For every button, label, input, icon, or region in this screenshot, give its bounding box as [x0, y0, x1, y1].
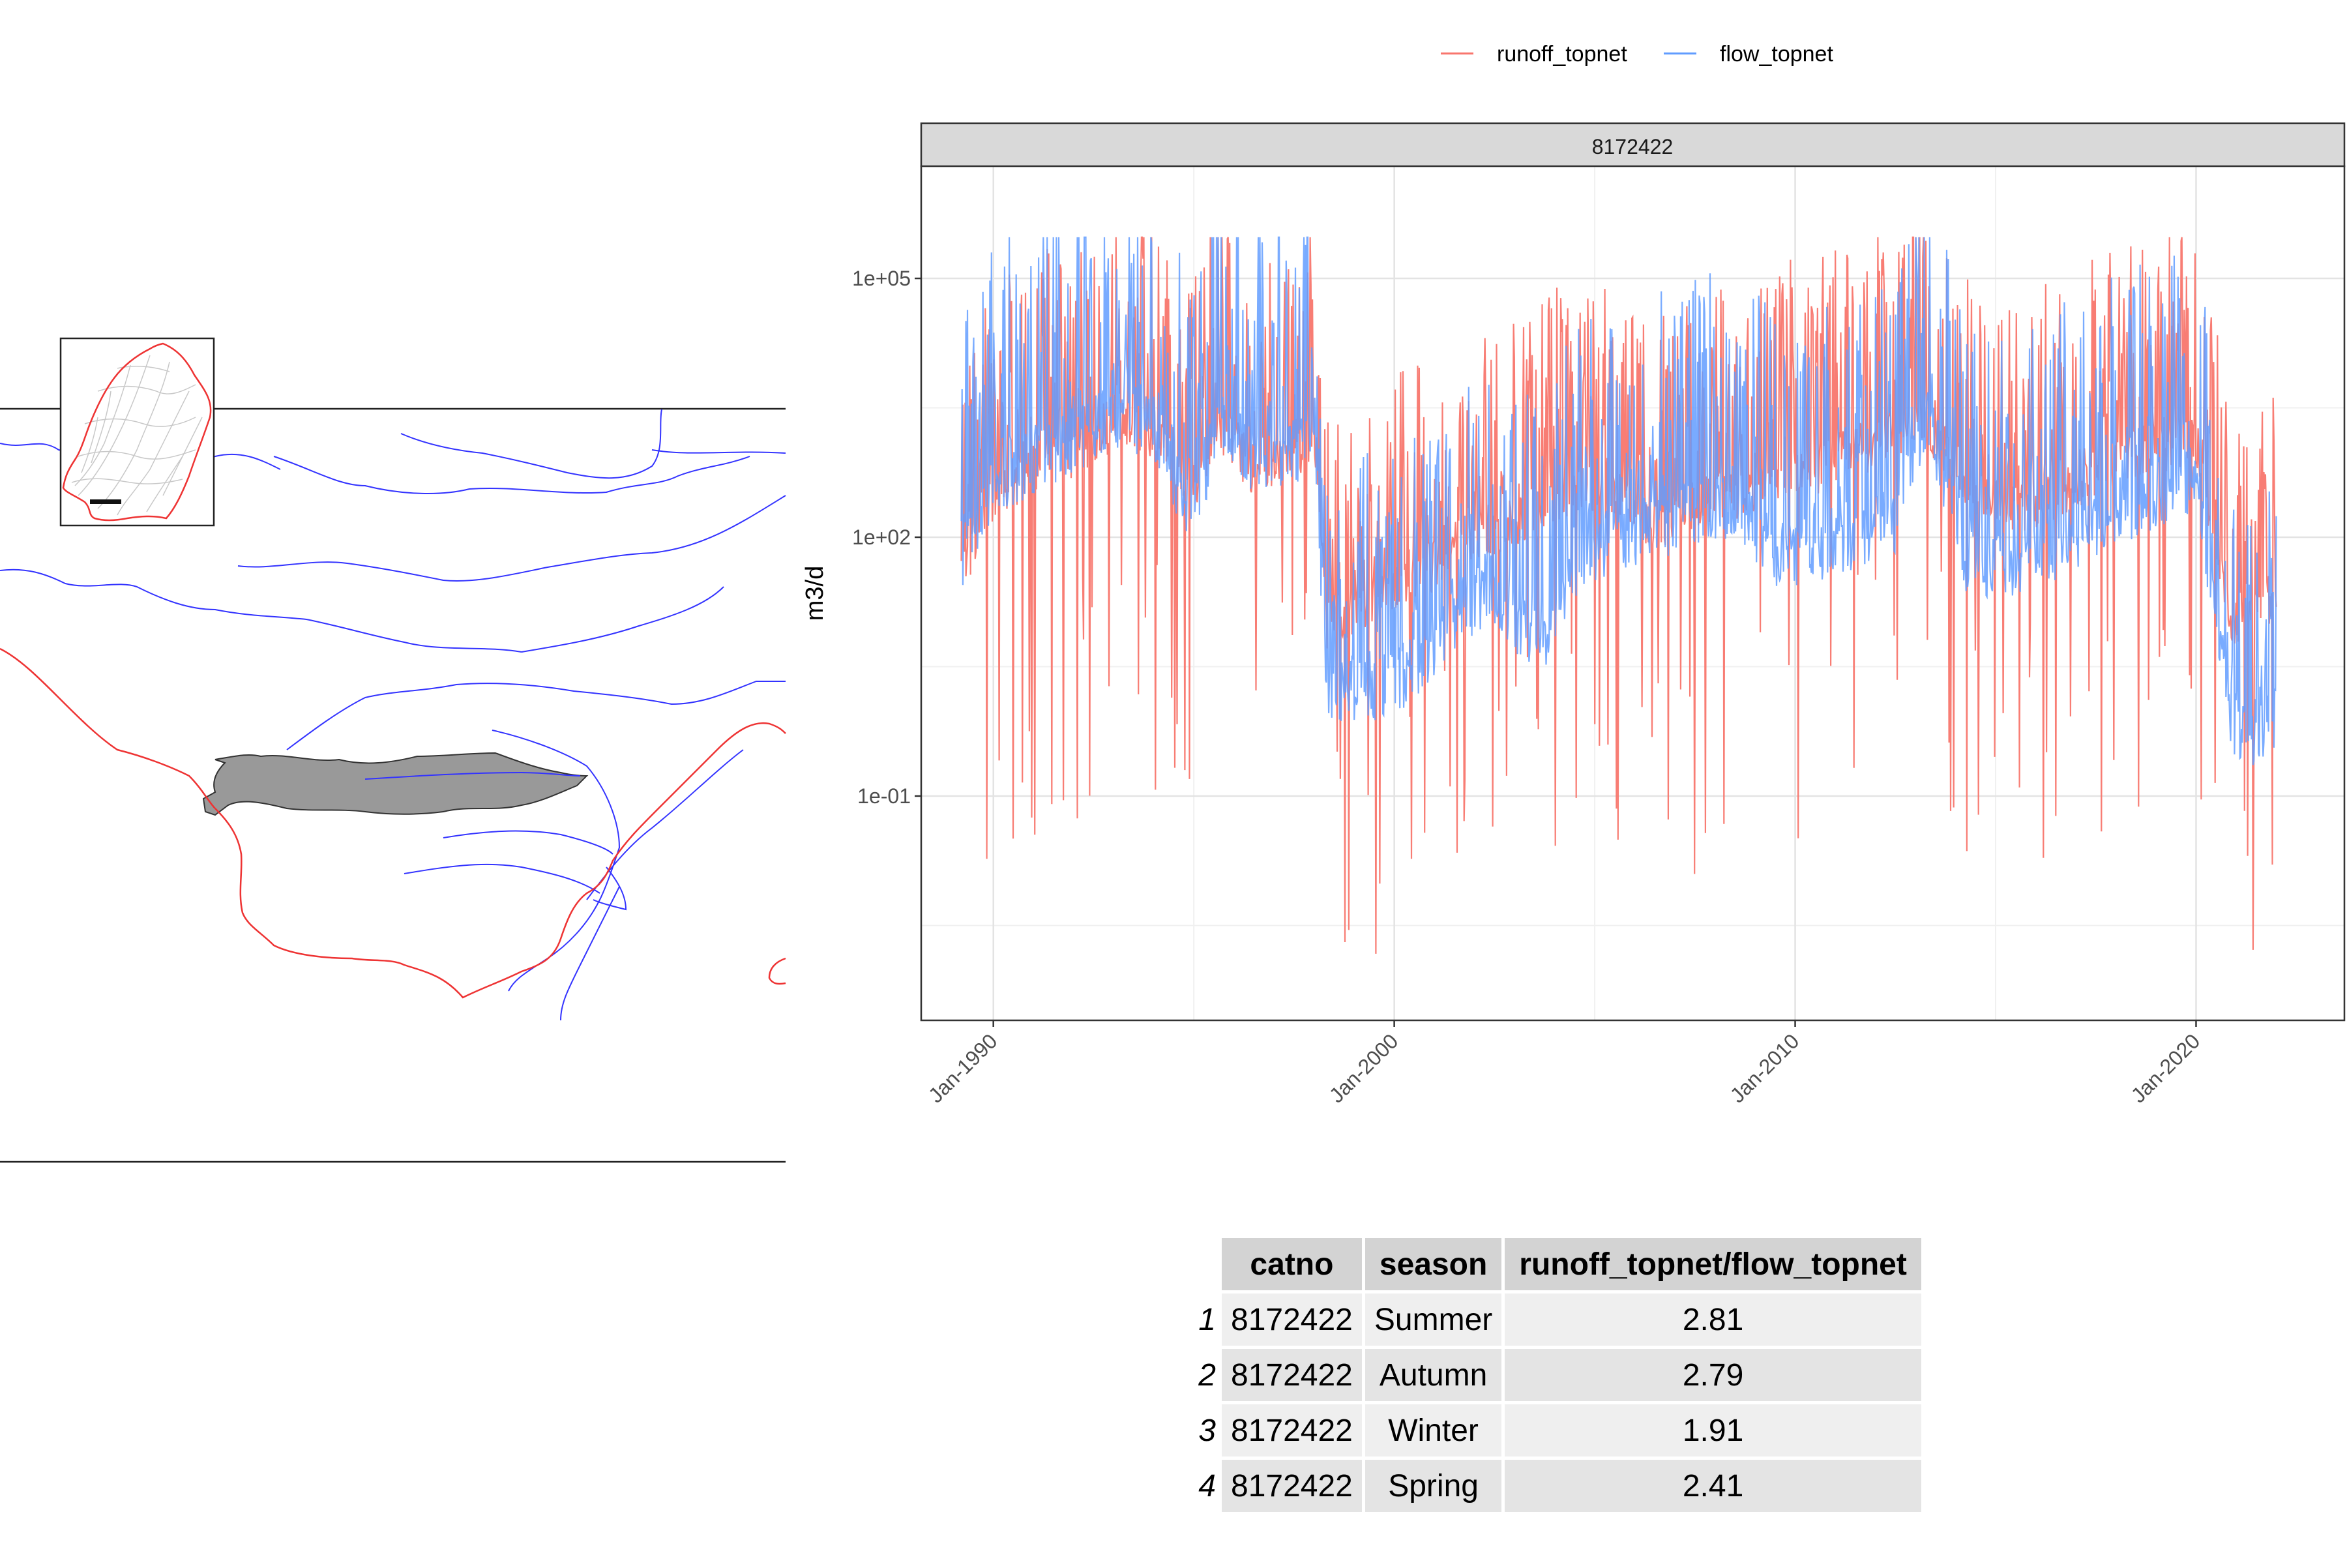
legend-label-runoff_topnet: runoff_topnet	[1497, 42, 1627, 67]
table-row: 1 8172422 Summer 2.81	[1190, 1294, 1921, 1346]
river-line	[237, 495, 786, 582]
river-line	[400, 409, 662, 479]
table-header-row: catno season runoff_topnet/flow_topnet	[1190, 1238, 1921, 1290]
row-index: 3	[1198, 1413, 1216, 1448]
y-tick-label: 1e-01	[857, 784, 911, 808]
timeseries-chart: runoff_topnet flow_topnet 8172422 1e+05 1e…	[801, 42, 2346, 1107]
x-tick-label: Jan-2000	[1325, 1029, 1403, 1107]
river-network	[0, 409, 786, 1021]
boundary-line	[0, 647, 216, 809]
inset-river	[74, 364, 131, 486]
inset-rivers	[71, 355, 203, 516]
catchment-map	[0, 337, 786, 1163]
inset-river	[97, 384, 196, 394]
river-line	[273, 456, 470, 494]
inset-region-outline	[62, 342, 212, 522]
river-line	[492, 730, 621, 900]
legend-label-flow_topnet: flow_topnet	[1720, 42, 1833, 67]
river-line	[651, 449, 786, 454]
cell-ratio: 1.91	[1505, 1404, 1921, 1457]
river-line	[0, 569, 522, 653]
cell-ratio: 2.79	[1505, 1349, 1921, 1401]
cell-ratio: 2.81	[1505, 1294, 1921, 1346]
inset-river	[81, 417, 98, 473]
inset-extent-marker	[90, 499, 121, 504]
table-row: 3 8172422 Winter 1.91	[1190, 1404, 1921, 1457]
row-index-header	[1190, 1238, 1218, 1290]
inset-river	[117, 391, 190, 516]
inset-river	[71, 478, 183, 484]
selected-catchment-polygon	[202, 752, 589, 816]
cell-ratio: 2.41	[1505, 1460, 1921, 1512]
series-line-flow_topnet	[960, 236, 2277, 765]
inset-river	[78, 355, 151, 496]
boundary-line	[214, 722, 786, 999]
inset-river	[78, 449, 196, 460]
cell-season: Summer	[1365, 1294, 1502, 1346]
column-header-ratio: runoff_topnet/flow_topnet	[1505, 1238, 1921, 1290]
region-boundary	[0, 647, 786, 999]
catchment-river	[364, 771, 581, 780]
river-line	[508, 899, 600, 992]
series-layer	[960, 236, 2277, 954]
x-tick-label: Jan-1990	[924, 1029, 1002, 1107]
inset-river	[146, 456, 183, 512]
inset-river	[97, 361, 170, 509]
y-axis-title: m3/d	[801, 566, 829, 621]
river-line	[560, 886, 620, 1021]
inset-river	[91, 391, 111, 464]
river-line	[443, 830, 613, 855]
x-tick-label: Jan-2010	[1726, 1029, 1804, 1107]
table-row: 2 8172422 Autumn 2.79	[1190, 1349, 1921, 1401]
x-tick-label: Jan-2020	[2127, 1029, 2205, 1107]
river-line	[586, 749, 744, 900]
column-header-season: season	[1365, 1238, 1502, 1290]
inset-river	[84, 417, 196, 427]
facet-label: 8172422	[1592, 135, 1674, 158]
cell-catno: 8172422	[1222, 1404, 1362, 1457]
river-line	[404, 863, 600, 894]
cell-catno: 8172422	[1222, 1294, 1362, 1346]
table-row: 4 8172422 Spring 2.41	[1190, 1460, 1921, 1512]
chart-legend: runoff_topnet flow_topnet	[1441, 42, 1833, 67]
river-line	[469, 456, 750, 494]
boundary-line	[768, 957, 786, 985]
inset-locator-map	[59, 337, 215, 527]
cell-season: Spring	[1365, 1460, 1502, 1512]
plot-border	[920, 165, 2346, 1022]
cell-season: Autumn	[1365, 1349, 1502, 1401]
y-tick-label: 1e+05	[852, 267, 911, 290]
row-index: 1	[1198, 1302, 1216, 1337]
row-index: 4	[1198, 1468, 1216, 1503]
river-line	[521, 586, 724, 653]
cell-season: Winter	[1365, 1404, 1502, 1457]
inset-river	[117, 365, 170, 372]
cell-catno: 8172422	[1222, 1349, 1362, 1401]
seasonal-ratio-table: catno season runoff_topnet/flow_topnet 1…	[1187, 1235, 1925, 1515]
y-tick-label: 1e+02	[852, 525, 911, 549]
cell-catno: 8172422	[1222, 1460, 1362, 1512]
river-line	[593, 866, 627, 911]
row-index: 2	[1198, 1357, 1216, 1393]
column-header-catno: catno	[1222, 1238, 1362, 1290]
river-line	[286, 681, 786, 750]
